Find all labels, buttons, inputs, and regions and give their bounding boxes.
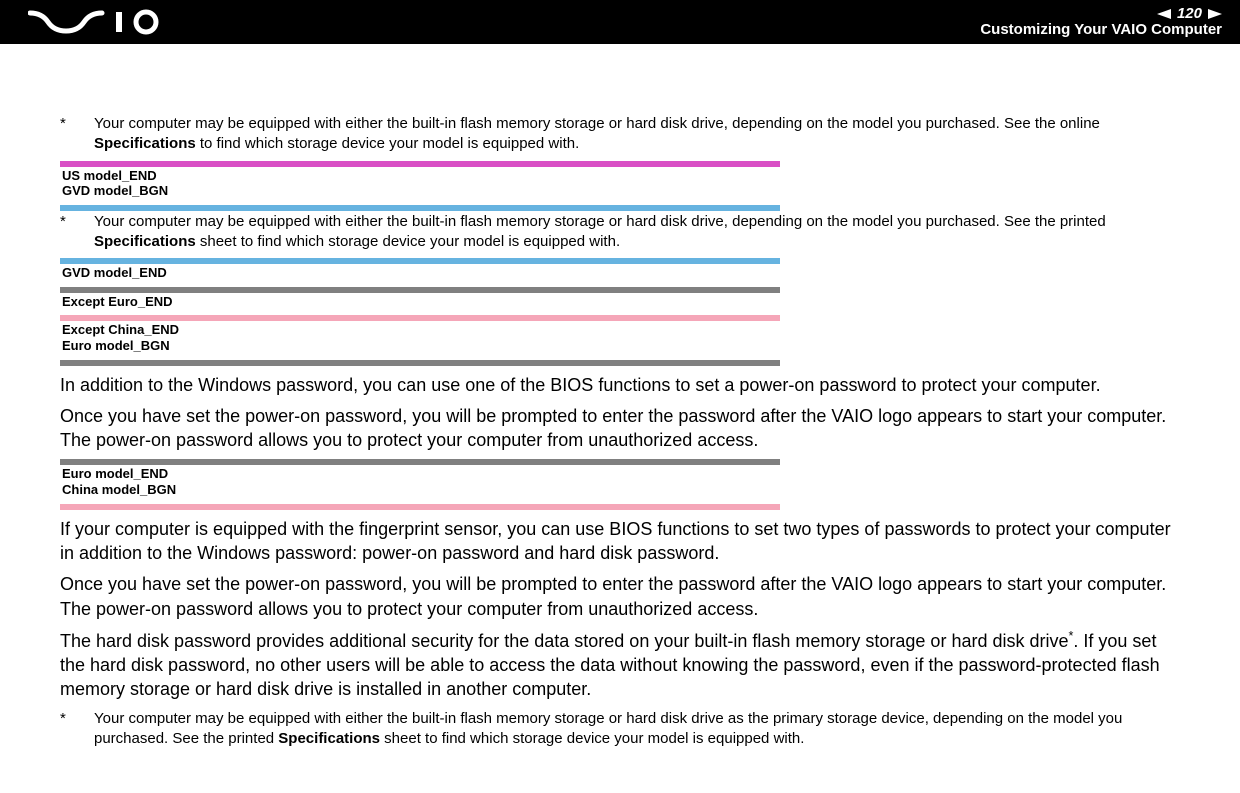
divider-gray bbox=[60, 360, 780, 366]
footnote-text: Your computer may be equipped with eithe… bbox=[94, 709, 1180, 750]
footnote-text: Your computer may be equipped with eithe… bbox=[94, 212, 1180, 253]
page-number: 120 bbox=[1177, 6, 1202, 23]
paragraph: Once you have set the power-on password,… bbox=[60, 572, 1180, 621]
footnote-2: * Your computer may be equipped with eit… bbox=[60, 212, 1180, 253]
nav-prev-icon[interactable] bbox=[1157, 9, 1171, 19]
vaio-logo bbox=[28, 9, 173, 35]
divider-gray bbox=[60, 459, 780, 465]
model-label: US model_END bbox=[62, 168, 1180, 184]
paragraph: In addition to the Windows password, you… bbox=[60, 373, 1180, 397]
page-navigation: 120 bbox=[1157, 6, 1222, 23]
footnote-1: * Your computer may be equipped with eit… bbox=[60, 114, 1180, 155]
model-label: Euro model_BGN bbox=[62, 338, 1180, 354]
paragraph: Once you have set the power-on password,… bbox=[60, 404, 1180, 453]
page-content: * Your computer may be equipped with eit… bbox=[0, 44, 1240, 749]
paragraph: The hard disk password provides addition… bbox=[60, 628, 1180, 702]
model-label: Except Euro_END bbox=[62, 294, 1180, 310]
footnote-3: * Your computer may be equipped with eit… bbox=[60, 709, 1180, 750]
divider-pink bbox=[60, 315, 780, 321]
footnote-marker: * bbox=[60, 212, 94, 253]
section-title: Customizing Your VAIO Computer bbox=[980, 22, 1222, 39]
footnote-marker: * bbox=[60, 114, 94, 155]
divider-magenta bbox=[60, 161, 780, 167]
header-bar: 120 Customizing Your VAIO Computer bbox=[0, 0, 1240, 44]
model-label: China model_BGN bbox=[62, 482, 1180, 498]
divider-pink bbox=[60, 504, 780, 510]
divider-blue bbox=[60, 205, 780, 211]
divider-gray bbox=[60, 287, 780, 293]
footnote-marker: * bbox=[60, 709, 94, 750]
paragraph: If your computer is equipped with the fi… bbox=[60, 517, 1180, 566]
model-label: GVD model_BGN bbox=[62, 183, 1180, 199]
footnote-text: Your computer may be equipped with eithe… bbox=[94, 114, 1180, 155]
divider-blue bbox=[60, 258, 780, 264]
header-right: 120 Customizing Your VAIO Computer bbox=[980, 6, 1222, 39]
model-label: GVD model_END bbox=[62, 265, 1180, 281]
nav-next-icon[interactable] bbox=[1208, 9, 1222, 19]
model-label: Euro model_END bbox=[62, 466, 1180, 482]
model-label: Except China_END bbox=[62, 322, 1180, 338]
